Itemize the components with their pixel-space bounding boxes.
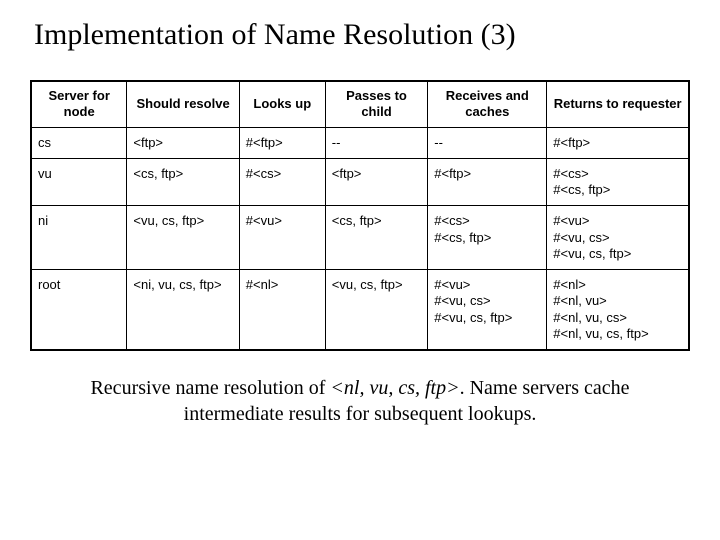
table-row: cs <ftp> #<ftp> -- -- #<ftp>	[31, 127, 689, 158]
cell: --	[428, 127, 547, 158]
cell: cs	[31, 127, 127, 158]
table-row: vu <cs, ftp> #<cs> <ftp> #<ftp> #<cs>#<c…	[31, 158, 689, 206]
cell: #<nl>	[239, 270, 325, 351]
cell: <cs, ftp>	[127, 158, 239, 206]
cell: <cs, ftp>	[325, 206, 428, 270]
col-server: Server for node	[31, 81, 127, 127]
cell: <vu, cs, ftp>	[325, 270, 428, 351]
table-header-row: Server for node Should resolve Looks up …	[31, 81, 689, 127]
cell: #<cs>	[239, 158, 325, 206]
col-receives: Receives and caches	[428, 81, 547, 127]
caption-em: <nl, vu, cs, ftp>	[330, 377, 459, 399]
cell: <ni, vu, cs, ftp>	[127, 270, 239, 351]
caption-prefix: Recursive name resolution of	[90, 377, 330, 399]
cell: #<ftp>	[239, 127, 325, 158]
slide-caption: Recursive name resolution of <nl, vu, cs…	[60, 375, 660, 427]
col-looksup: Looks up	[239, 81, 325, 127]
cell: #<ftp>	[428, 158, 547, 206]
cell: #<cs>#<cs, ftp>	[428, 206, 547, 270]
slide-title: Implementation of Name Resolution (3)	[34, 18, 690, 52]
cell: #<cs>#<cs, ftp>	[547, 158, 689, 206]
cell: #<vu>#<vu, cs>#<vu, cs, ftp>	[428, 270, 547, 351]
cell: #<nl>#<nl, vu>#<nl, vu, cs>#<nl, vu, cs,…	[547, 270, 689, 351]
col-passes: Passes to child	[325, 81, 428, 127]
cell: <ftp>	[325, 158, 428, 206]
cell: #<ftp>	[547, 127, 689, 158]
table-row: root <ni, vu, cs, ftp> #<nl> <vu, cs, ft…	[31, 270, 689, 351]
cell: #<vu>	[239, 206, 325, 270]
cell: ni	[31, 206, 127, 270]
cell: #<vu>#<vu, cs>#<vu, cs, ftp>	[547, 206, 689, 270]
resolution-table: Server for node Should resolve Looks up …	[30, 80, 690, 351]
cell: <ftp>	[127, 127, 239, 158]
cell: --	[325, 127, 428, 158]
table-row: ni <vu, cs, ftp> #<vu> <cs, ftp> #<cs>#<…	[31, 206, 689, 270]
col-returns: Returns to requester	[547, 81, 689, 127]
cell: vu	[31, 158, 127, 206]
col-resolve: Should resolve	[127, 81, 239, 127]
cell: root	[31, 270, 127, 351]
cell: <vu, cs, ftp>	[127, 206, 239, 270]
